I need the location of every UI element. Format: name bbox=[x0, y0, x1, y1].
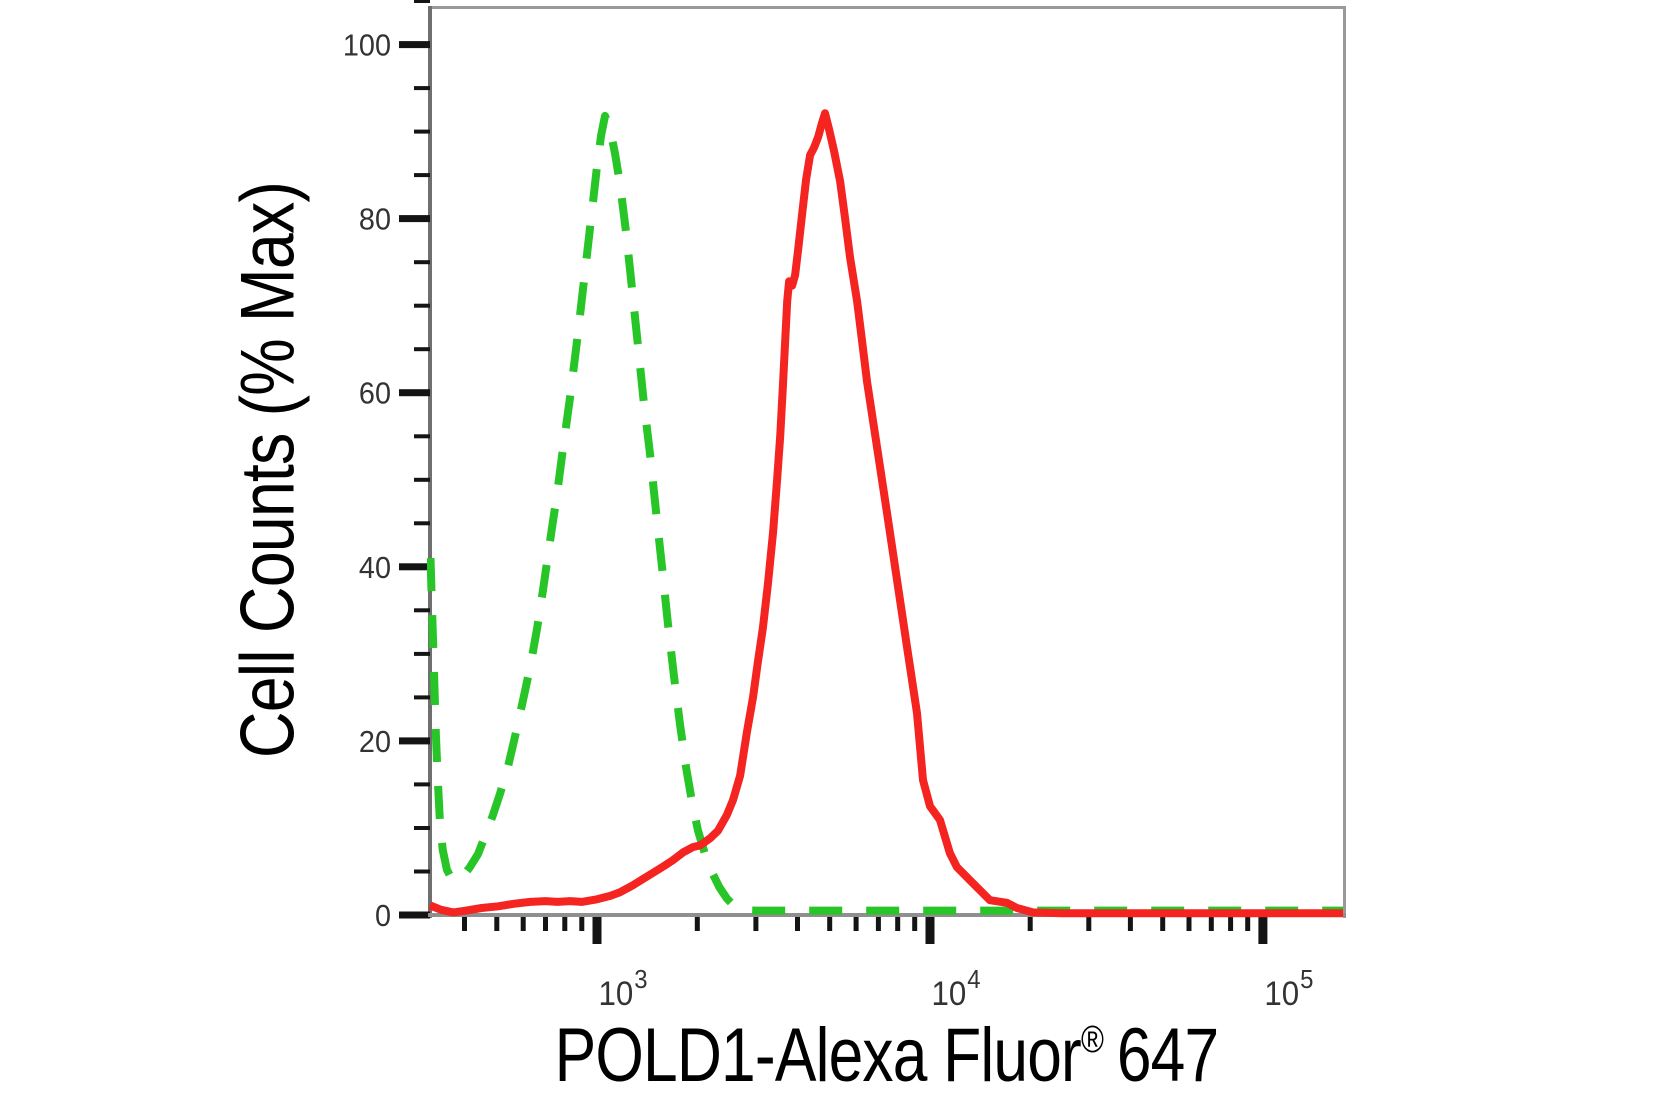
x-tick-label: 104 bbox=[931, 965, 980, 1012]
x-tick-label: 105 bbox=[1264, 965, 1313, 1012]
y-tick-label: 20 bbox=[359, 725, 391, 759]
y-tick-label: 100 bbox=[343, 29, 391, 63]
y-tick-label: 80 bbox=[359, 203, 391, 237]
y-tick-label: 0 bbox=[375, 899, 391, 933]
x-tick-label: 103 bbox=[598, 965, 647, 1012]
registered-trademark-icon: ® bbox=[1080, 1018, 1104, 1061]
pold1-red-solid-curve bbox=[428, 109, 1343, 918]
y-axis-title: Cell Counts (% Max) bbox=[225, 182, 312, 758]
x-axis-title-tail: 647 bbox=[1116, 1013, 1219, 1098]
x-axis-title: POLD1-Alexa Fluor® 647 bbox=[512, 1012, 1261, 1099]
control-green-dashed-curve bbox=[427, 111, 1343, 915]
y-tick-label: 60 bbox=[359, 377, 391, 411]
x-axis-title-text: POLD1-Alexa Fluor bbox=[554, 1013, 1082, 1098]
y-tick-label: 40 bbox=[359, 551, 391, 585]
y-axis-title-text: Cell Counts (% Max) bbox=[225, 181, 311, 759]
x-axis: 103 104 105 bbox=[428, 913, 1346, 1012]
y-axis: 0 20 40 60 80 100 bbox=[343, 0, 432, 933]
plot-border bbox=[428, 6, 1346, 918]
